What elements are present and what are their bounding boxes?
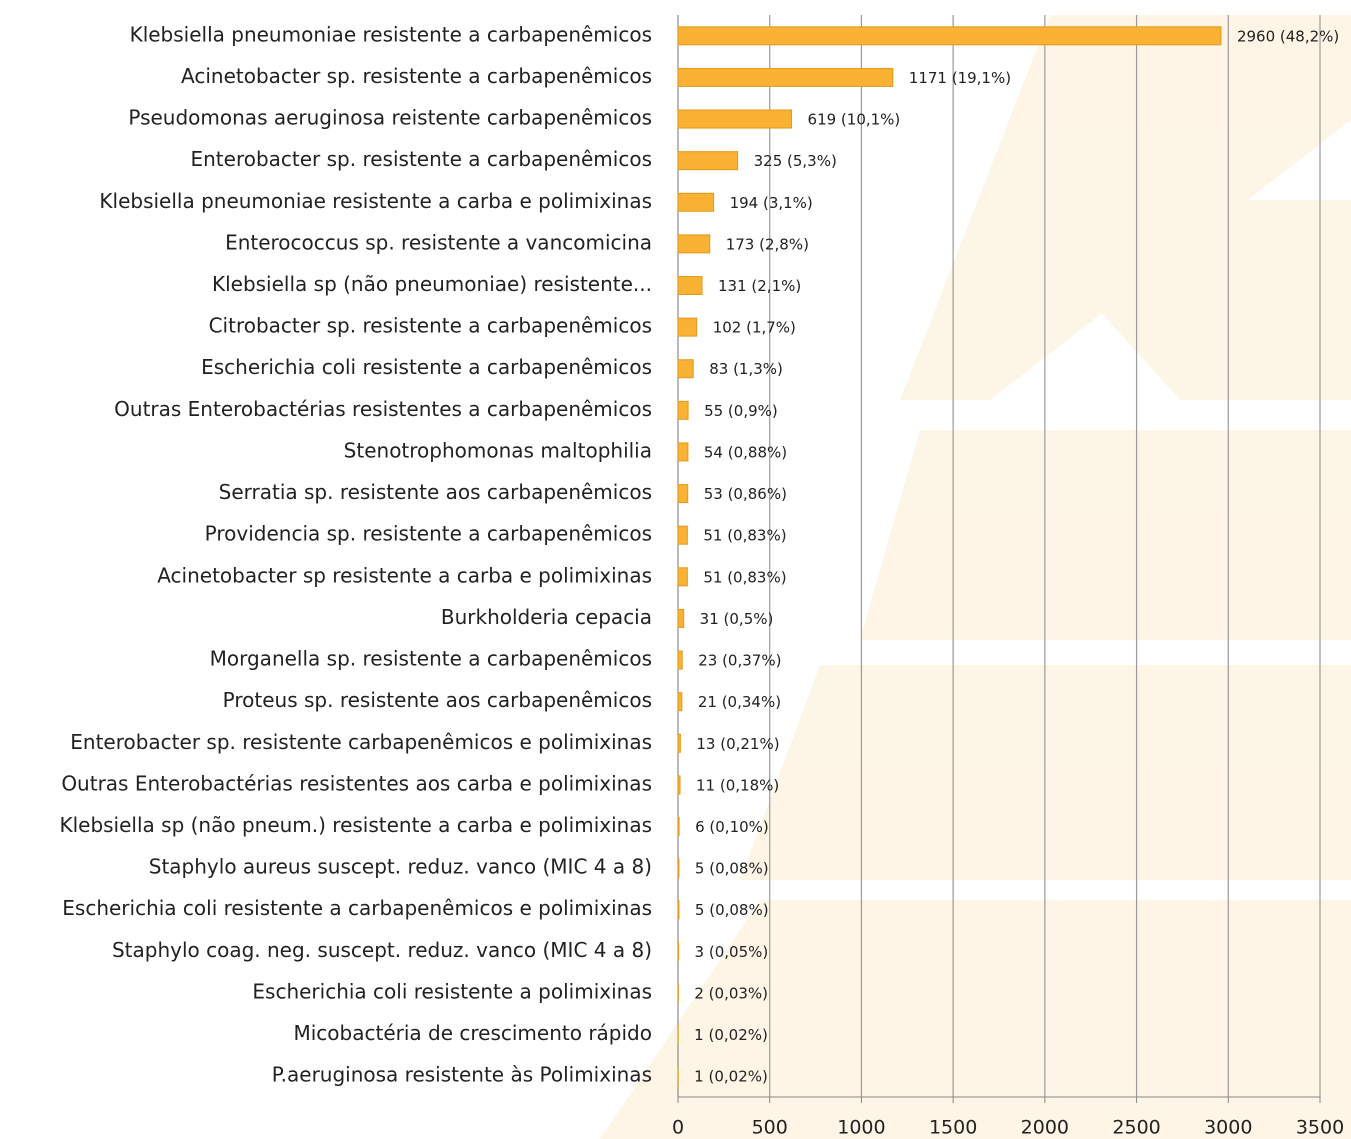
value-label: 5 (0,08%) — [695, 901, 769, 919]
y-tick-label: Acinetobacter sp resistente a carba e po… — [157, 563, 652, 587]
y-tick-label: Serratia sp. resistente aos carbapenêmic… — [219, 480, 652, 504]
x-tick-label: 0 — [672, 1117, 684, 1139]
value-label: 6 (0,10%) — [695, 818, 769, 836]
y-tick-label: P.aeruginosa resistente às Polimixinas — [272, 1063, 652, 1087]
bar — [677, 858, 680, 878]
value-label: 173 (2,8%) — [726, 235, 809, 253]
y-tick-label: Escherichia coli resistente a carbapenêm… — [201, 355, 652, 379]
bar — [677, 900, 680, 920]
y-tick-label: Providencia sp. resistente a carbapenêmi… — [205, 522, 652, 546]
value-label: 1171 (19,1%) — [909, 69, 1011, 87]
bar — [677, 733, 681, 753]
value-label: 1 (0,02%) — [694, 1026, 768, 1044]
bar — [677, 109, 793, 129]
x-tick-label: 1000 — [837, 1117, 885, 1139]
y-tick-label: Burkholderia cepacia — [441, 605, 652, 629]
value-label: 11 (0,18%) — [696, 776, 779, 794]
bar — [677, 941, 680, 961]
bar — [677, 650, 683, 670]
bar — [677, 151, 739, 171]
value-label: 131 (2,1%) — [718, 277, 801, 295]
value-label: 619 (10,1%) — [808, 111, 901, 129]
value-label: 83 (1,3%) — [709, 360, 783, 378]
bar — [677, 775, 681, 795]
bar — [677, 567, 688, 587]
y-tick-label: Citrobacter sp. resistente a carbapenêmi… — [209, 314, 652, 338]
bar — [677, 192, 715, 212]
y-tick-label: Enterobacter sp. resistente a carbapenêm… — [190, 147, 652, 171]
y-tick-label: Klebsiella pneumoniae resistente a carba… — [130, 22, 652, 46]
bar — [677, 26, 1222, 46]
bar — [677, 234, 711, 254]
y-tick-label: Klebsiella pneumoniae resistente a carba… — [99, 189, 652, 213]
value-label: 5 (0,08%) — [695, 860, 769, 878]
y-tick-label: Staphylo aureus suscept. reduz. vanco (M… — [149, 855, 652, 879]
value-label: 102 (1,7%) — [713, 319, 796, 337]
y-tick-label: Proteus sp. resistente aos carbapenêmico… — [223, 688, 652, 712]
y-tick-label: Enterococcus sp. resistente a vancomicin… — [225, 230, 652, 254]
x-tick-label: 500 — [752, 1117, 788, 1139]
bar — [677, 317, 698, 337]
value-label: 194 (3,1%) — [730, 194, 813, 212]
bar — [677, 525, 688, 545]
value-label: 13 (0,21%) — [696, 735, 779, 753]
value-label: 53 (0,86%) — [704, 485, 787, 503]
y-tick-label: Escherichia coli resistente a carbapenêm… — [62, 896, 652, 920]
y-tick-label: Acinetobacter sp. resistente a carbapenê… — [181, 64, 652, 88]
value-label: 1 (0,02%) — [694, 1068, 768, 1086]
y-tick-label: Outras Enterobactérias resistentes aos c… — [61, 771, 652, 795]
y-tick-label: Staphylo coag. neg. suscept. reduz. vanc… — [112, 938, 652, 962]
x-tick-label: 2500 — [1112, 1117, 1160, 1139]
value-label: 2 (0,03%) — [694, 984, 768, 1002]
bar — [677, 484, 689, 504]
value-label: 2960 (48,2%) — [1237, 27, 1339, 45]
bar — [677, 442, 689, 462]
bar — [677, 817, 680, 836]
value-label: 23 (0,37%) — [698, 652, 781, 670]
bar — [677, 400, 689, 420]
value-label: 325 (5,3%) — [754, 152, 837, 170]
bar — [677, 276, 703, 295]
y-tick-label: Escherichia coli resistente a polimixina… — [252, 979, 652, 1003]
x-tick-label: 3500 — [1296, 1117, 1344, 1139]
y-tick-label: Morganella sp. resistente a carbapenêmic… — [210, 647, 652, 671]
x-tick-label: 1500 — [929, 1117, 977, 1139]
value-label: 21 (0,34%) — [698, 693, 781, 711]
value-label: 51 (0,83%) — [703, 568, 786, 586]
value-label: 3 (0,05%) — [695, 943, 769, 961]
y-tick-label: Outras Enterobactérias resistentes a car… — [114, 397, 652, 421]
y-tick-label: Stenotrophomonas maltophilia — [344, 438, 652, 462]
value-label: 55 (0,9%) — [704, 402, 778, 420]
y-tick-label: Pseudomonas aeruginosa reistente carbape… — [128, 106, 652, 130]
x-tick-label: 2000 — [1021, 1117, 1069, 1139]
bar — [677, 692, 683, 712]
value-label: 54 (0,88%) — [704, 443, 787, 461]
y-tick-label: Klebsiella sp (não pneum.) resistente a … — [59, 813, 652, 837]
value-label: 31 (0,5%) — [700, 610, 774, 628]
y-tick-label: Enterobacter sp. resistente carbapenêmic… — [70, 730, 652, 754]
bar — [677, 359, 694, 379]
value-label: 51 (0,83%) — [703, 527, 786, 545]
y-tick-label: Micobactéria de crescimento rápido — [293, 1021, 652, 1045]
bar — [677, 67, 894, 87]
bar — [677, 608, 685, 628]
y-tick-label: Klebsiella sp (não pneumoniae) resistent… — [212, 272, 652, 296]
x-tick-label: 3000 — [1204, 1117, 1252, 1139]
